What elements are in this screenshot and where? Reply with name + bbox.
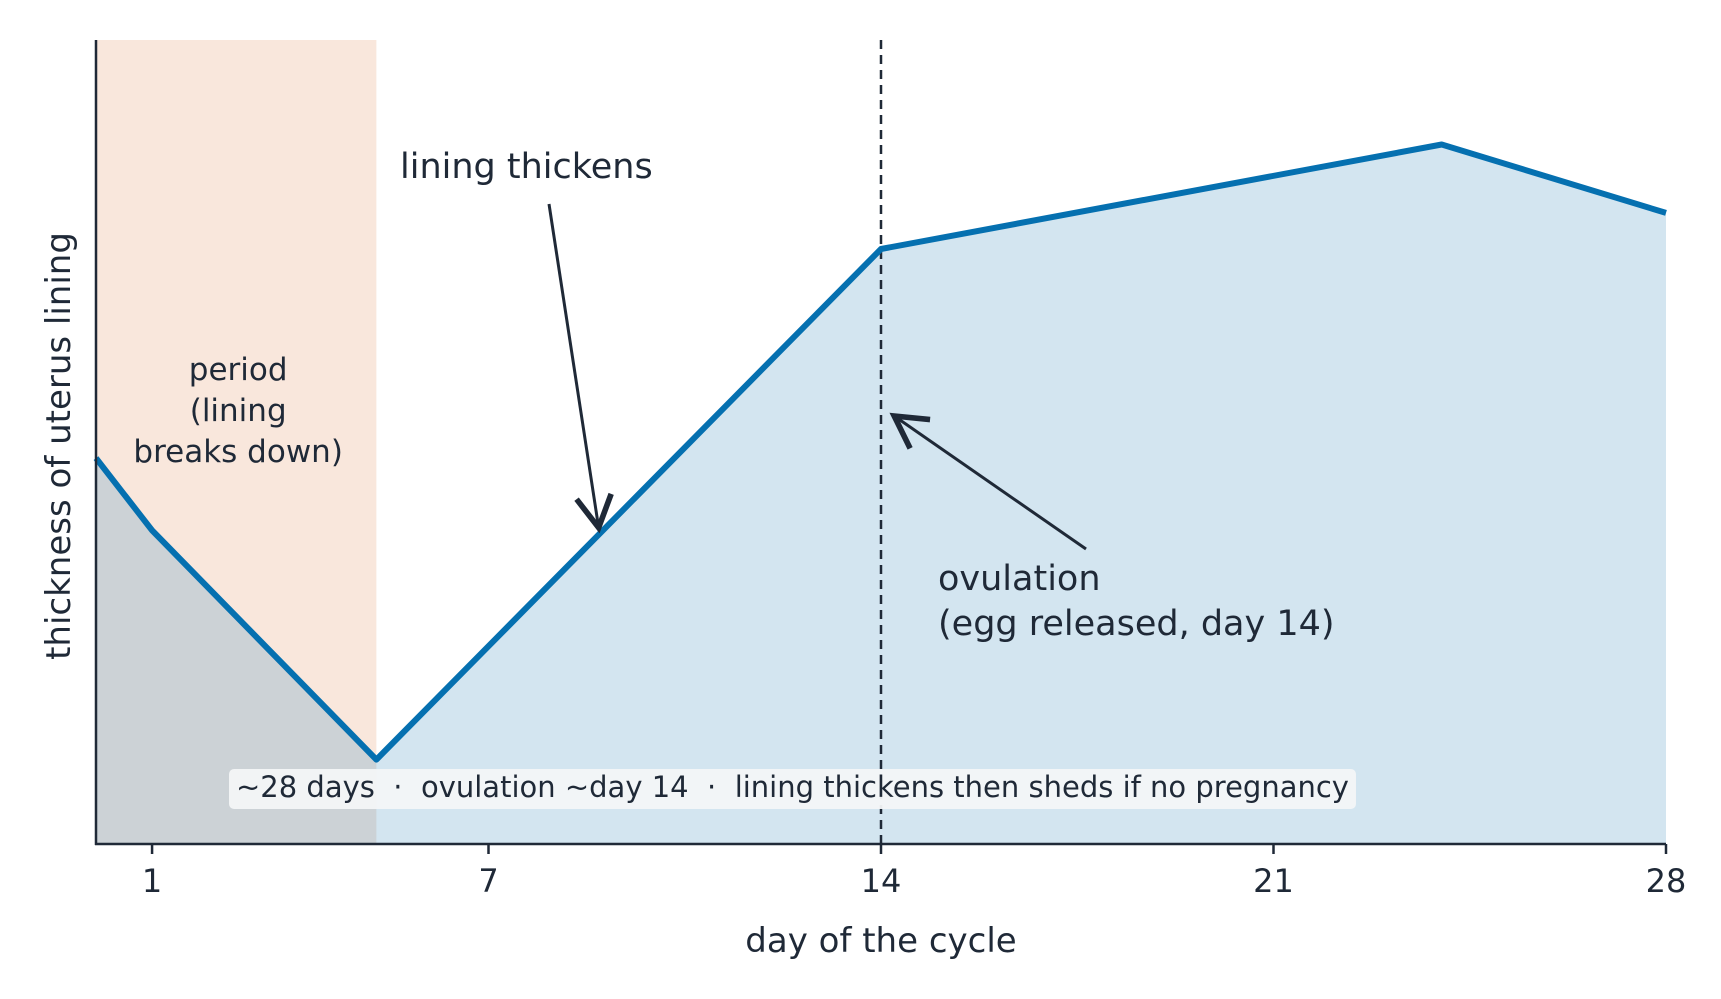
x-tick-label: 21: [1253, 862, 1294, 900]
ovulation-arrow: [889, 412, 1087, 551]
x-tick-label: 1: [142, 862, 162, 900]
summary-note: ~28 days · ovulation ~day 14 · lining th…: [236, 770, 1349, 804]
lining-thickness-line: [93, 141, 1667, 763]
ovulation-label: ovulation (egg released, day 14): [938, 559, 1335, 644]
x-tick-label: 28: [1646, 862, 1687, 900]
period-label: period (lining breaks down): [133, 352, 343, 470]
x-tick-label: 14: [861, 862, 902, 900]
x-tick-label: 7: [478, 862, 498, 900]
x-axis-label: day of the cycle: [745, 921, 1016, 961]
summary-note-background: [229, 769, 1356, 809]
x-ticks: 1 7 14 21 28: [142, 844, 1686, 900]
lining-thickens-arrow: [547, 203, 614, 534]
lining-thickens-label: lining thickens: [400, 147, 653, 187]
period-lining-overlap: [96, 458, 377, 844]
y-axis-label: thickness of uterus lining: [39, 232, 79, 660]
